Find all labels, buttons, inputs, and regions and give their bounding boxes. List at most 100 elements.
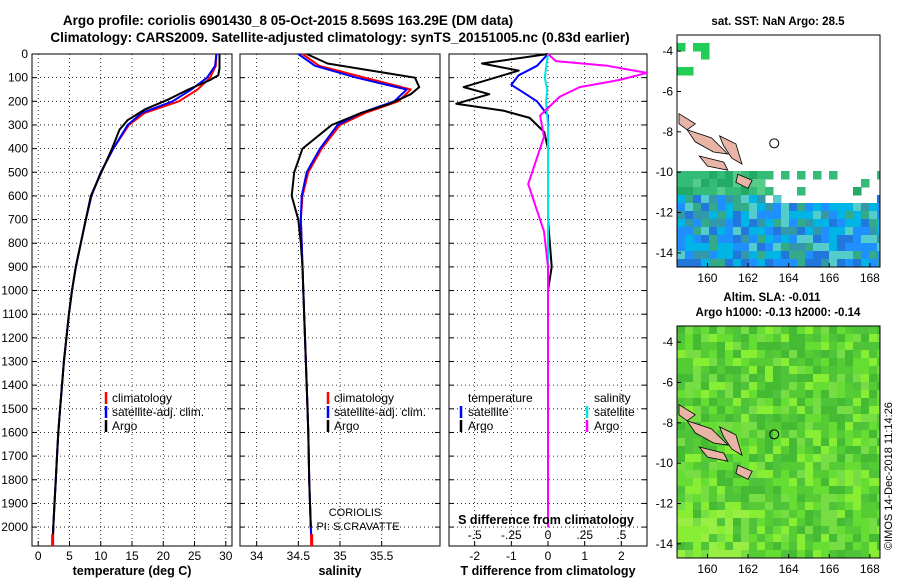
map-cell: [725, 478, 734, 487]
map-cell: [709, 187, 718, 196]
map-cell: [725, 243, 734, 252]
map-cell: [845, 446, 854, 455]
x-tick-label: 1: [581, 549, 588, 563]
temperature-plot-area: [31, 53, 233, 547]
map-cell: [733, 518, 742, 527]
map-cell: [741, 406, 750, 415]
map-cell: [693, 227, 702, 236]
map-cell: [701, 470, 710, 479]
temperature-x-ticks: 0 5 10 15 20 25 30: [35, 541, 233, 563]
header-line1: Argo profile: coriolis 6901430_8 05-Oct-…: [63, 13, 513, 28]
map-cell: [741, 390, 750, 399]
map-cell: [853, 446, 862, 455]
map-cell: [725, 510, 734, 519]
map-cell: [869, 454, 878, 463]
map-cell: [701, 326, 710, 335]
map-cell: [749, 494, 758, 503]
x-tick-label: 30: [219, 549, 233, 563]
map-cell: [717, 486, 726, 495]
map-cell: [725, 211, 734, 220]
map-cell: [789, 350, 798, 359]
map-cell: [797, 534, 806, 543]
map-cell: [877, 211, 880, 220]
map-cell: [685, 374, 694, 383]
map-cell: [693, 518, 702, 527]
map-cell: [677, 326, 686, 335]
map-cell: [853, 462, 862, 471]
map-cell: [805, 510, 814, 519]
map-y-tick-label: -8: [662, 125, 673, 139]
map-cell: [797, 406, 806, 415]
map-cell: [773, 534, 782, 543]
map-x-tick-label: 168: [860, 562, 880, 576]
map-cell: [789, 203, 798, 212]
map-cell: [685, 494, 694, 503]
map-cell: [757, 414, 766, 423]
map-cell: [821, 454, 830, 463]
map-cell: [725, 171, 734, 180]
x-tick-label: 20: [157, 549, 171, 563]
map-cell: [861, 366, 870, 375]
map-cell: [693, 406, 702, 415]
map-cell: [709, 374, 718, 383]
map-cell: [725, 342, 734, 351]
map-cell: [781, 406, 790, 415]
map-cell: [837, 334, 846, 343]
map-cell: [765, 494, 774, 503]
map-cell: [853, 243, 862, 252]
map-cell: [781, 342, 790, 351]
map-y-tick-label: -6: [662, 84, 673, 98]
map-cell: [797, 227, 806, 236]
map-cell: [701, 390, 710, 399]
map-cell: [813, 502, 822, 511]
map-cell: [861, 438, 870, 447]
map-cell: [877, 422, 880, 431]
temperature-x-label: temperature (deg C): [73, 564, 192, 578]
y-tick-label: 1600: [1, 425, 28, 439]
map-cell: [677, 195, 686, 204]
map-cell: [773, 462, 782, 471]
map-cell: [709, 259, 718, 267]
map-cell: [717, 462, 726, 471]
map-cell: [693, 219, 702, 228]
map-cell: [861, 486, 870, 495]
map-cell: [821, 342, 830, 351]
map-cell: [797, 430, 806, 439]
salinity-x-ticks: 34 34.5 35 35.5: [250, 541, 394, 563]
map-cell: [717, 430, 726, 439]
y-tick-label: 1300: [1, 355, 28, 369]
map-cell: [853, 358, 862, 367]
map-cell: [797, 366, 806, 375]
map-cell: [845, 235, 854, 244]
x-tick-label: 5: [66, 549, 73, 563]
map-cell: [677, 358, 686, 367]
map-cell: [837, 398, 846, 407]
map-cell: [709, 398, 718, 407]
map-cell: [829, 478, 838, 487]
map-cell: [717, 398, 726, 407]
map-cell: [797, 422, 806, 431]
map-cell: [701, 438, 710, 447]
series-line-s-satellite: [543, 53, 549, 528]
map-cell: [757, 478, 766, 487]
map-cell: [805, 227, 814, 236]
map-cell: [725, 259, 734, 267]
map-cell: [869, 534, 878, 543]
map-cell: [877, 259, 880, 267]
map-y-tick-label: -6: [662, 375, 673, 389]
map-cell: [709, 326, 718, 335]
map-cell: [709, 251, 718, 260]
map-y-tick-label: -8: [662, 416, 673, 430]
map-cell: [861, 502, 870, 511]
map-cell: [773, 422, 782, 431]
map-cell: [797, 510, 806, 519]
map-cell: [837, 414, 846, 423]
sst-map-title: sat. SST: NaN Argo: 28.5: [711, 16, 845, 28]
map-cell: [781, 326, 790, 335]
y-tick-label: 1500: [1, 402, 28, 416]
map-cell: [845, 470, 854, 479]
map-cell: [685, 243, 694, 252]
sst-map-ticks: 160 162 164 166 168 -4 -6 -8 -10 -12 -14: [656, 44, 881, 285]
map-cell: [837, 542, 846, 551]
